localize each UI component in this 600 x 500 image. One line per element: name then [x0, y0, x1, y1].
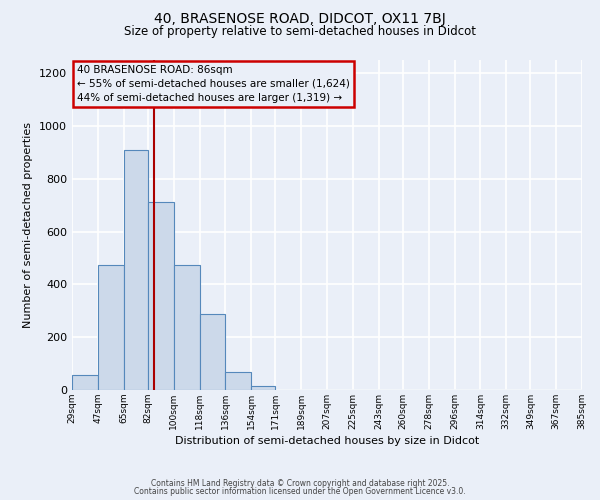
X-axis label: Distribution of semi-detached houses by size in Didcot: Distribution of semi-detached houses by …: [175, 436, 479, 446]
Bar: [72, 375, 98, 390]
Bar: [199, 314, 225, 390]
Bar: [98, 265, 124, 390]
Text: Contains HM Land Registry data © Crown copyright and database right 2025.: Contains HM Land Registry data © Crown c…: [151, 478, 449, 488]
Bar: [251, 386, 275, 390]
Text: Contains public sector information licensed under the Open Government Licence v3: Contains public sector information licen…: [134, 487, 466, 496]
Y-axis label: Number of semi-detached properties: Number of semi-detached properties: [23, 122, 34, 328]
Text: Size of property relative to semi-detached houses in Didcot: Size of property relative to semi-detach…: [124, 25, 476, 38]
Bar: [124, 150, 148, 390]
Bar: [225, 372, 251, 390]
Text: 40 BRASENOSE ROAD: 86sqm
← 55% of semi-detached houses are smaller (1,624)
44% o: 40 BRASENOSE ROAD: 86sqm ← 55% of semi-d…: [77, 65, 350, 103]
Text: 40, BRASENOSE ROAD, DIDCOT, OX11 7BJ: 40, BRASENOSE ROAD, DIDCOT, OX11 7BJ: [154, 12, 446, 26]
Bar: [174, 265, 200, 390]
Bar: [148, 202, 174, 390]
